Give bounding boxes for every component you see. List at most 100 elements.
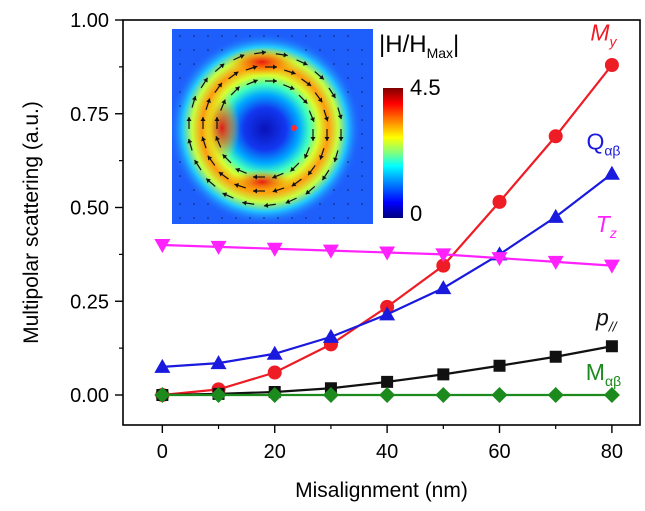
point-p — [381, 375, 394, 388]
field-arrow-head — [207, 155, 213, 161]
point-tz — [266, 242, 283, 257]
field-dot — [179, 77, 181, 79]
field-dot — [319, 217, 321, 219]
field-arrow-head — [217, 82, 222, 88]
series-tz — [154, 239, 620, 274]
field-arrow-head — [291, 181, 297, 187]
field-arrow-head — [308, 170, 313, 176]
field-dot — [193, 189, 195, 191]
field-arrow-head — [222, 192, 228, 198]
field-dot — [333, 203, 335, 205]
field-dot — [361, 133, 363, 135]
field-dot — [193, 203, 195, 205]
point-mab — [547, 387, 564, 403]
field-arrow-head — [233, 71, 239, 77]
y-tick-label: 0.00 — [70, 385, 109, 407]
series-label-my: My — [590, 20, 617, 50]
field-arrow-head — [319, 74, 324, 80]
point-qab — [322, 328, 339, 343]
field-dot — [347, 161, 349, 163]
field-dot — [347, 77, 349, 79]
field-arrow-head — [239, 54, 245, 59]
field-arrow-head — [221, 99, 227, 105]
point-p — [605, 340, 618, 353]
field-arrow-head — [234, 183, 240, 188]
series-labels: My Qαβ Tz p// Mαβ — [586, 20, 621, 389]
y-tick-label: 0.75 — [70, 104, 109, 126]
point-mab — [210, 387, 227, 403]
point-my — [604, 58, 619, 72]
x-tick-label: 20 — [264, 441, 286, 463]
point-tz — [491, 252, 508, 267]
series-layer — [154, 58, 620, 403]
field-arrow-head — [219, 63, 225, 69]
field-arrow-head — [261, 50, 267, 56]
field-dot — [193, 63, 195, 65]
field-dot — [263, 217, 265, 219]
field-dot — [207, 203, 209, 205]
field-arrow-head — [289, 85, 295, 91]
point-qab — [266, 345, 283, 360]
colorbar-max-label: 4.5 — [410, 75, 441, 100]
field-dot — [347, 49, 349, 51]
field-arrow-head — [186, 117, 192, 121]
field-dot — [361, 175, 363, 177]
series-label-tz: Tz — [596, 211, 617, 241]
series-mab — [154, 387, 620, 403]
point-qab — [603, 165, 620, 180]
field-arrow-head — [200, 117, 206, 121]
point-mab — [379, 387, 396, 403]
x-tick-label: 40 — [376, 441, 398, 463]
field-arrow-head — [191, 96, 197, 101]
field-dot — [249, 35, 251, 37]
field-arrow-head — [306, 81, 312, 86]
plot-area — [122, 19, 641, 426]
field-dot — [291, 35, 293, 37]
point-mab — [603, 387, 620, 403]
field-arrow-head — [252, 65, 258, 70]
field-arrow-head — [272, 174, 277, 179]
field-arrow-head — [333, 157, 339, 162]
field-dot — [179, 63, 181, 65]
field-dot — [361, 189, 363, 191]
series-label-qab: Qαβ — [586, 128, 620, 158]
field-dot — [361, 63, 363, 65]
field-arrow-head — [214, 117, 220, 121]
field-dot — [361, 77, 363, 79]
y-tick-label: 0.25 — [70, 291, 109, 313]
axes: 0 20 40 60 80 0.00 0.25 0.50 0.75 1.00 Misalignmen… — [20, 10, 623, 502]
point-tz — [210, 240, 227, 255]
field-arrow-head — [285, 199, 291, 204]
point-my — [492, 194, 507, 209]
point-my — [267, 365, 282, 380]
point-mab — [491, 387, 508, 403]
field-dot — [193, 217, 195, 219]
field-arrow-head — [310, 137, 316, 141]
plot-border — [122, 19, 641, 426]
field-arrow-head — [253, 174, 257, 180]
y-axis-title: Multipolar scattering (a.u.) — [20, 101, 43, 344]
field-dot — [179, 49, 181, 51]
field-dot — [235, 35, 237, 37]
field-dot — [305, 35, 307, 37]
field-arrow-head — [331, 93, 336, 99]
field-dot — [361, 161, 363, 163]
field-arrow-head — [324, 137, 330, 141]
y-tick-label: 0.50 — [70, 198, 109, 220]
field-arrow-head — [194, 159, 199, 165]
field-dot — [361, 147, 363, 149]
point-qab — [210, 355, 227, 370]
field-dot — [263, 35, 265, 37]
point-tz — [435, 248, 452, 263]
field-arrow-head — [187, 138, 193, 144]
field-arrow-head — [338, 137, 344, 141]
field-dot — [347, 63, 349, 65]
y-tick-label: 1.00 — [70, 10, 109, 32]
point-mab — [322, 387, 339, 403]
field-arrow-head — [337, 114, 343, 120]
x-axis-title: Misalignment (nm) — [295, 479, 468, 502]
field-dot — [333, 189, 335, 191]
field-dot — [347, 217, 349, 219]
point-tz — [154, 239, 171, 253]
field-arrow-head — [235, 167, 241, 173]
